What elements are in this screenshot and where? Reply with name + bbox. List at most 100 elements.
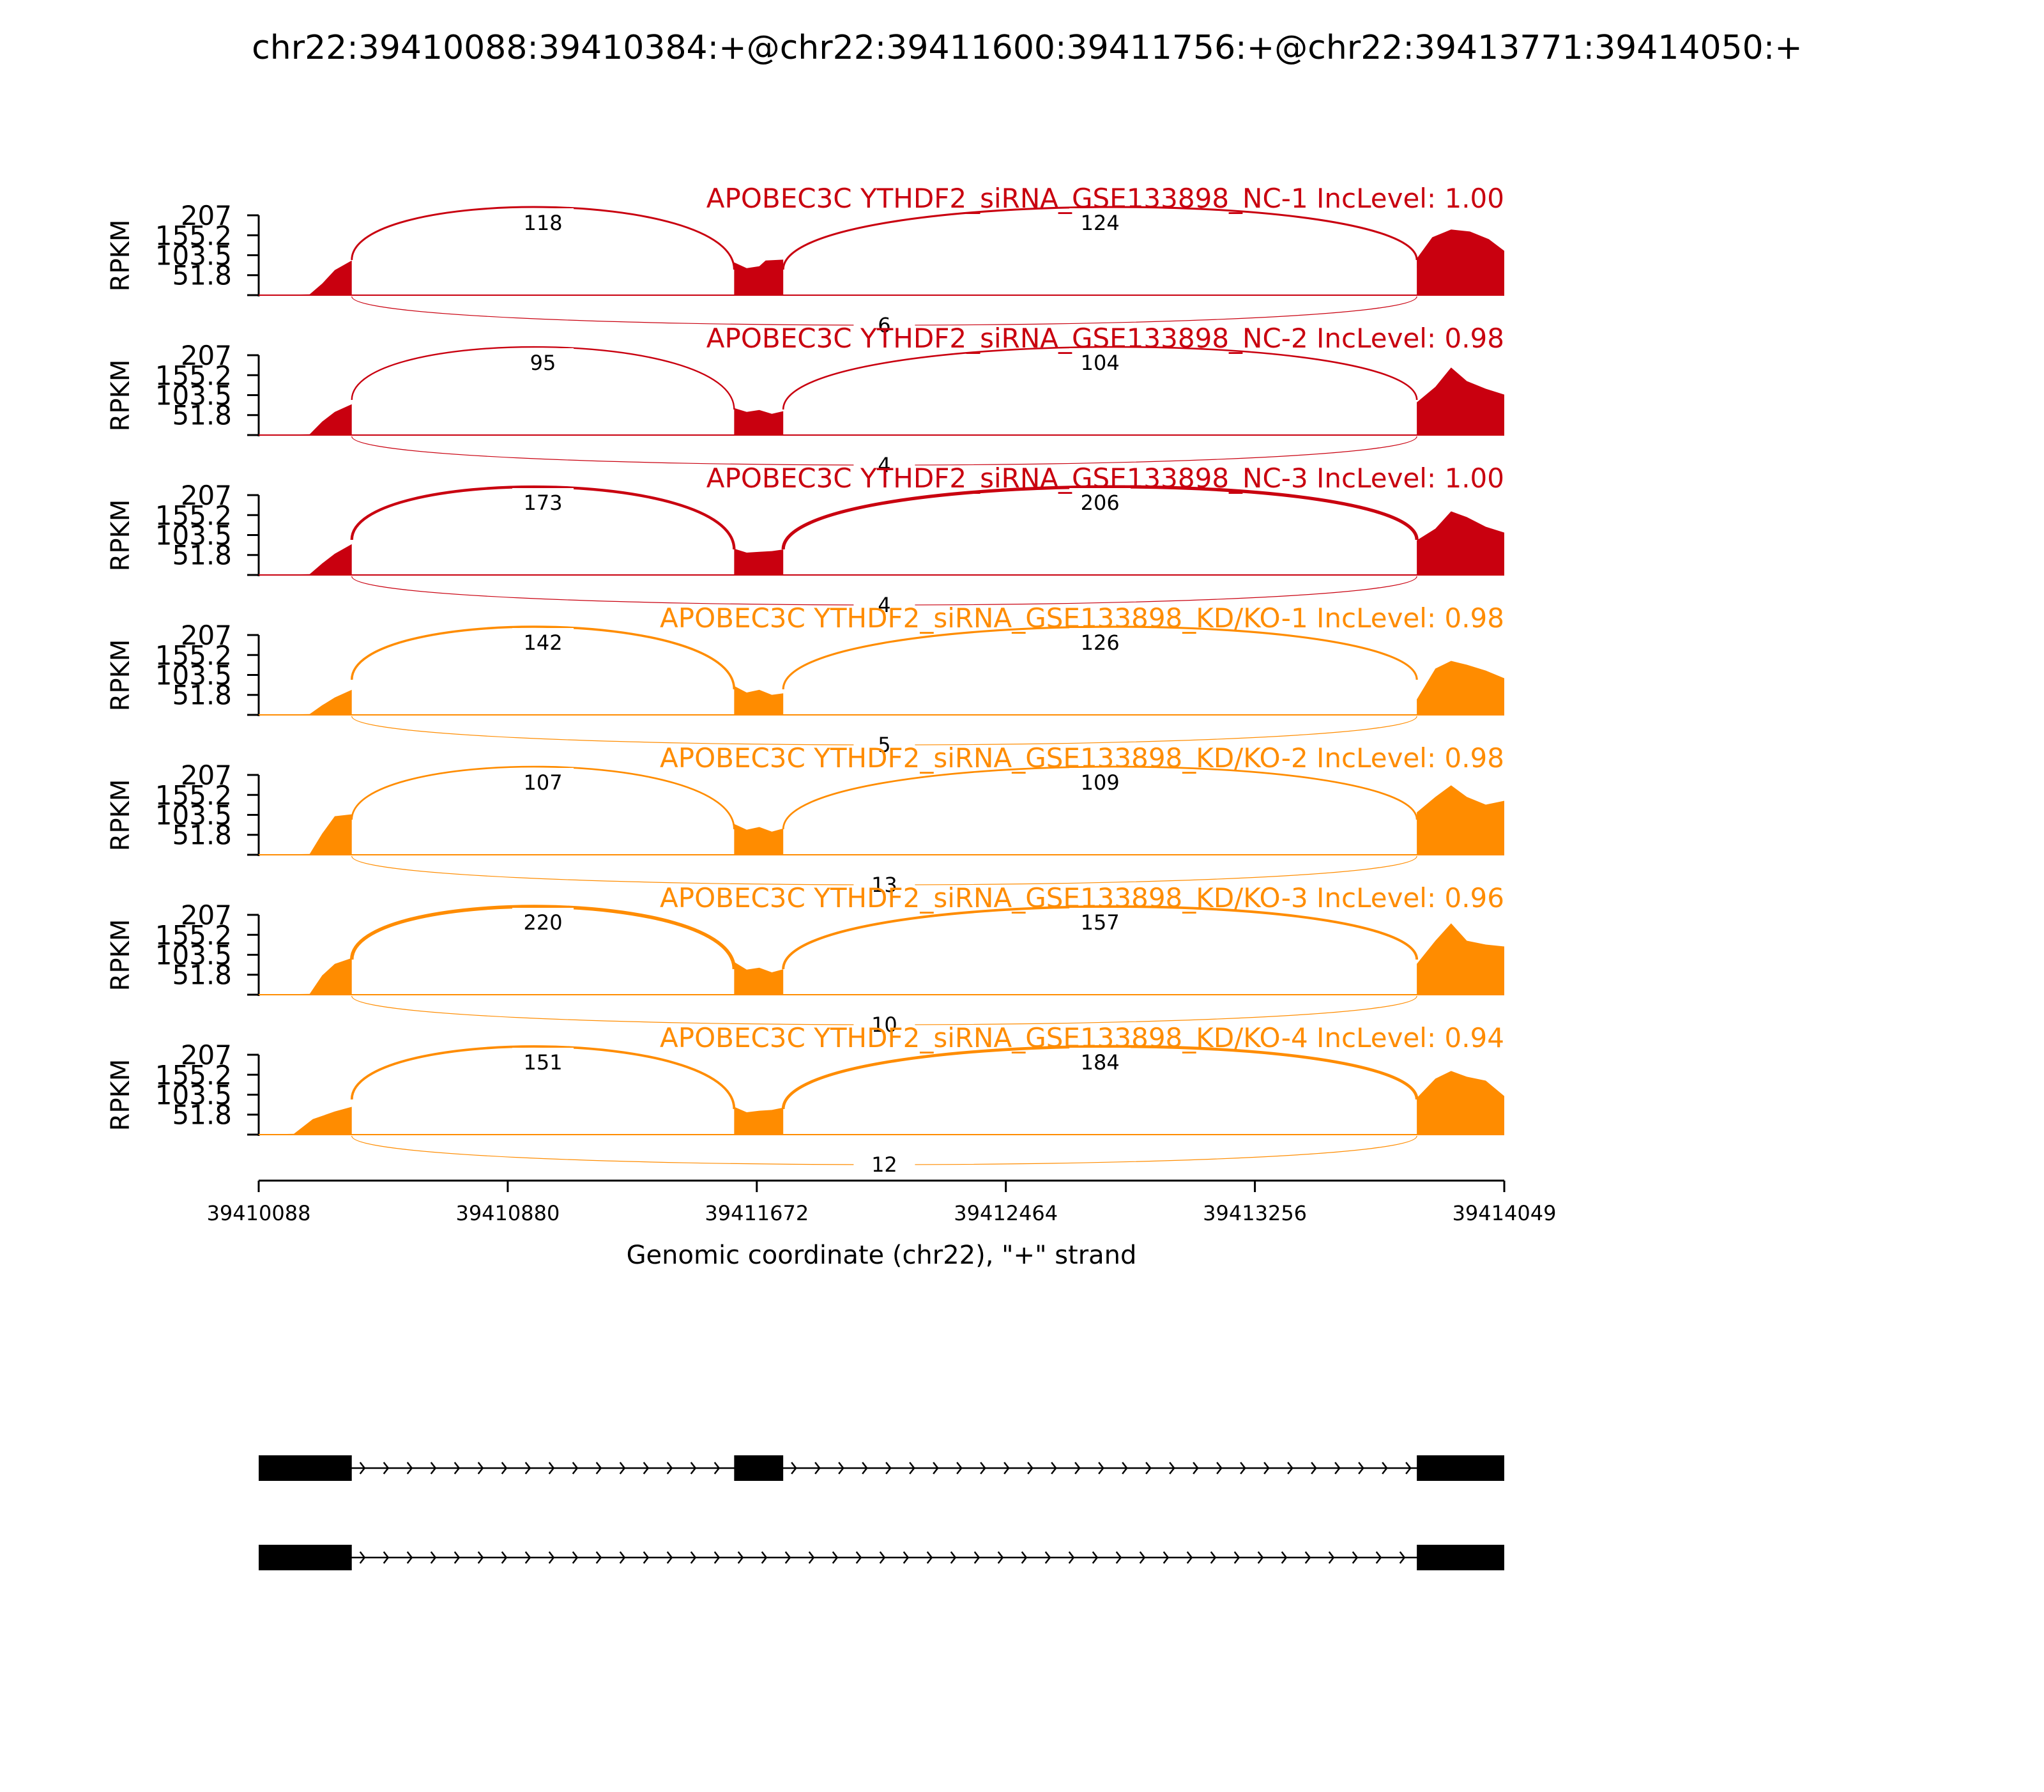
coverage-area-exon-2 <box>734 259 784 295</box>
strand-arrow-icon <box>791 1462 797 1474</box>
strand-arrow-icon <box>1240 1462 1246 1474</box>
junction-label-box <box>1069 908 1131 933</box>
track-title: APOBEC3C YTHDF2_siRNA_GSE133898_NC-2 Inc… <box>706 323 1504 354</box>
y-tick-label: 103.5 <box>155 660 232 691</box>
junction-count-label: 118 <box>524 211 563 235</box>
strand-arrow-icon <box>572 1551 579 1564</box>
strand-arrow-icon <box>1382 1462 1388 1474</box>
y-axis-label: RPKM <box>106 1059 135 1131</box>
strand-arrow-icon <box>454 1551 461 1564</box>
strand-arrow-icon <box>997 1551 1004 1564</box>
coverage-area-exon-3 <box>1417 511 1504 575</box>
coverage-area-exon-1 <box>259 404 352 435</box>
strand-arrow-icon <box>973 1551 980 1564</box>
strand-arrow-icon <box>1304 1551 1311 1564</box>
strand-arrow-icon <box>1311 1462 1317 1474</box>
junction-label-box <box>1069 488 1131 514</box>
junction-count-label: 4 <box>878 453 890 477</box>
isoform-structures <box>259 1455 1504 1570</box>
strand-arrow-icon <box>933 1462 939 1474</box>
coverage-area-exon-1 <box>259 1107 352 1135</box>
y-tick-label: 51.8 <box>172 960 232 991</box>
strand-arrow-icon <box>430 1551 437 1564</box>
track-title: APOBEC3C YTHDF2_siRNA_GSE133898_NC-3 Inc… <box>706 463 1504 494</box>
junction-count-label: 107 <box>524 770 563 795</box>
strand-arrow-icon <box>1186 1551 1193 1564</box>
y-tick-label: 207 <box>181 1039 232 1071</box>
y-tick-label: 207 <box>181 900 232 931</box>
junction-label-box <box>1069 768 1131 793</box>
coverage-area-exon-2 <box>734 823 784 855</box>
junction-label-box <box>512 768 574 793</box>
junction-arc-inclusion-2 <box>781 1045 1419 1110</box>
strand-arrow-icon <box>1115 1551 1122 1564</box>
y-tick-label: 103.5 <box>155 1080 232 1111</box>
strand-arrow-icon <box>1074 1462 1081 1474</box>
strand-arrow-icon <box>690 1551 697 1564</box>
x-axis-label: Genomic coordinate (chr22), "+" strand <box>627 1241 1137 1270</box>
exon-block <box>259 1455 352 1481</box>
y-tick-label: 103.5 <box>155 940 232 971</box>
strand-arrow-icon <box>643 1551 650 1564</box>
strand-arrow-icon <box>1216 1462 1223 1474</box>
junction-label-box <box>1069 1048 1131 1073</box>
strand-arrow-icon <box>454 1462 461 1474</box>
strand-arrow-icon <box>1405 1462 1412 1474</box>
junction-label-box <box>1069 628 1131 654</box>
track-title: APOBEC3C YTHDF2_siRNA_GSE133898_KD/KO-2 … <box>660 742 1504 774</box>
strand-arrow-icon <box>619 1551 626 1564</box>
strand-arrow-icon <box>548 1551 555 1564</box>
strand-arrow-icon <box>666 1551 673 1564</box>
strand-arrow-icon <box>477 1551 484 1564</box>
x-tick-label: 39413256 <box>1203 1201 1307 1225</box>
coverage-area-exon-2 <box>734 685 784 715</box>
strand-arrow-icon <box>1287 1462 1293 1474</box>
coverage-area-exon-1 <box>259 689 352 715</box>
strand-arrow-icon <box>1169 1462 1175 1474</box>
junction-arc-inclusion-2 <box>782 905 1419 970</box>
junction-count-label: 5 <box>878 733 890 757</box>
strand-arrow-icon <box>1122 1462 1128 1474</box>
junction-label-box <box>853 730 915 756</box>
strand-arrow-icon <box>956 1462 963 1474</box>
junction-count-label: 151 <box>524 1050 563 1075</box>
coverage-area-exon-1 <box>259 260 352 295</box>
isoform-track <box>259 1545 1504 1570</box>
exon-block <box>734 1455 784 1481</box>
x-axis: 39410088 39410880 39411672 39412464 39413256… <box>207 1179 1556 1225</box>
coverage-area-exon-1 <box>259 958 352 995</box>
y-tick-label: 51.8 <box>172 540 232 571</box>
y-axis-label: RPKM <box>106 360 135 432</box>
junction-label-box <box>512 628 574 654</box>
junction-count-label: 206 <box>1081 491 1120 515</box>
strand-arrow-icon <box>572 1462 579 1474</box>
y-tick-label: 155.2 <box>155 360 232 391</box>
strand-arrow-icon <box>477 1462 484 1474</box>
y-axis-label: RPKM <box>106 639 135 712</box>
strand-arrow-icon <box>808 1551 815 1564</box>
strand-arrow-icon <box>1263 1462 1270 1474</box>
strand-arrow-icon <box>383 1551 390 1564</box>
y-tick-label: 51.8 <box>172 820 232 851</box>
strand-arrow-icon <box>359 1551 366 1564</box>
strand-arrow-icon <box>1352 1551 1359 1564</box>
exon-block <box>1417 1455 1504 1481</box>
strand-arrow-icon <box>501 1462 508 1474</box>
strand-arrow-icon <box>643 1462 650 1474</box>
y-tick-label: 207 <box>181 340 232 371</box>
junction-label-box <box>853 590 915 616</box>
strand-arrow-icon <box>713 1551 721 1564</box>
y-tick-label: 103.5 <box>155 380 232 411</box>
x-tick-label: 39411672 <box>705 1201 809 1225</box>
strand-arrow-icon <box>1233 1551 1240 1564</box>
y-tick-label: 155.2 <box>155 919 232 951</box>
strand-arrow-icon <box>524 1462 531 1474</box>
strand-arrow-icon <box>1210 1551 1217 1564</box>
junction-label-box <box>853 870 915 896</box>
strand-arrow-icon <box>1399 1551 1406 1564</box>
junction-count-label: 157 <box>1081 910 1120 935</box>
strand-arrow-icon <box>814 1462 821 1474</box>
strand-arrow-icon <box>501 1551 508 1564</box>
junction-arc-inclusion-2 <box>782 625 1418 690</box>
